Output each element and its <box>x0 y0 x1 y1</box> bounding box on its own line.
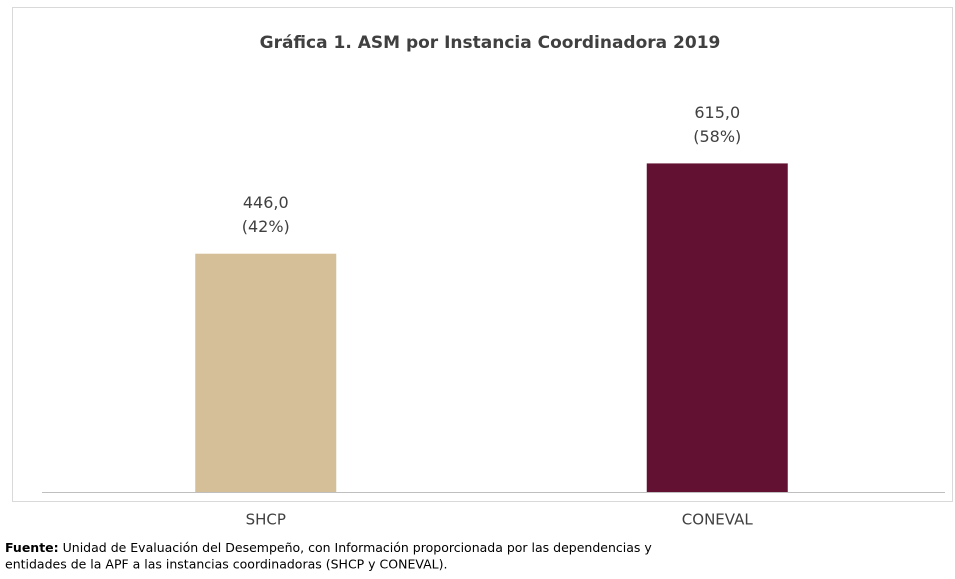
bar <box>646 163 788 492</box>
share-label: (42%) <box>242 217 290 236</box>
chart-title: Gráfica 1. ASM por Instancia Coordinador… <box>260 33 721 53</box>
source-line: entidades de la APF a las instancias coo… <box>5 557 447 572</box>
x-tick-label: CONEVAL <box>682 511 754 529</box>
x-tick-label: SHCP <box>246 511 286 529</box>
bar <box>195 253 337 492</box>
source-line: Unidad de Evaluación del Desempeño, con … <box>63 540 653 555</box>
share-label: (58%) <box>693 127 741 146</box>
value-label: 446,0 <box>243 193 289 212</box>
chart-frame <box>12 7 953 502</box>
value-label: 615,0 <box>694 103 740 122</box>
source-label: Fuente: <box>5 540 59 555</box>
source-note: Fuente: Unidad de Evaluación del Desempe… <box>5 540 652 555</box>
